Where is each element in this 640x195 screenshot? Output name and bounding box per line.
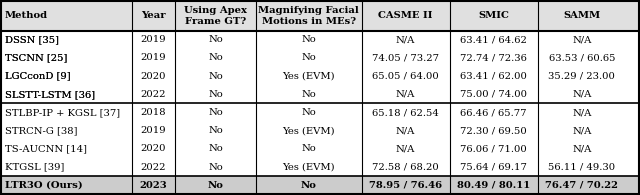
Text: TSCNN [25]: TSCNN [25] [4, 53, 67, 62]
Text: No: No [208, 163, 223, 172]
Text: STLBP-IP + KGSL [37]: STLBP-IP + KGSL [37] [4, 108, 120, 117]
Text: 63.41 / 64.62: 63.41 / 64.62 [460, 35, 527, 44]
Text: No: No [208, 53, 223, 62]
Text: No: No [208, 72, 223, 81]
Text: No: No [208, 144, 223, 153]
Text: N/A: N/A [396, 144, 415, 153]
Bar [1, 1, 639, 31]
Text: N/A: N/A [396, 90, 415, 99]
Text: Yes (EVM): Yes (EVM) [282, 163, 335, 172]
Text: 2023: 2023 [140, 181, 167, 190]
Text: 2022: 2022 [141, 90, 166, 99]
Text: 76.47 / 70.22: 76.47 / 70.22 [545, 181, 618, 190]
Text: No: No [208, 35, 223, 44]
Text: 2022: 2022 [141, 163, 166, 172]
Text: Year: Year [141, 11, 166, 20]
Text: TSCNN [25]: TSCNN [25] [4, 53, 67, 62]
Text: 72.58 / 68.20: 72.58 / 68.20 [372, 163, 439, 172]
Text: LTR3O (Ours): LTR3O (Ours) [4, 181, 83, 190]
Text: No: No [208, 108, 223, 117]
Text: TS-AUCNN [14]: TS-AUCNN [14] [4, 144, 86, 153]
Text: DSSN [35]: DSSN [35] [4, 35, 58, 44]
Text: Magnifying Facial
Motions in MEs?: Magnifying Facial Motions in MEs? [259, 6, 359, 26]
Text: 2019: 2019 [141, 53, 166, 62]
Text: 75.00 / 74.00: 75.00 / 74.00 [460, 90, 527, 99]
Text: 2019: 2019 [141, 35, 166, 44]
Text: 72.30 / 69.50: 72.30 / 69.50 [460, 126, 527, 135]
Text: 63.41 / 62.00: 63.41 / 62.00 [460, 72, 527, 81]
Text: 76.06 / 71.00: 76.06 / 71.00 [460, 144, 527, 153]
Text: 74.05 / 73.27: 74.05 / 73.27 [372, 53, 439, 62]
Text: No: No [301, 90, 316, 99]
Text: N/A: N/A [572, 108, 591, 117]
Text: DSSN [35]: DSSN [35] [4, 35, 58, 44]
Text: N/A: N/A [572, 144, 591, 153]
Text: N/A: N/A [572, 126, 591, 135]
Text: CASME II: CASME II [378, 11, 433, 20]
Text: Using Apex
Frame GT?: Using Apex Frame GT? [184, 6, 247, 26]
Text: N/A: N/A [396, 126, 415, 135]
Text: No: No [208, 90, 223, 99]
Text: 2020: 2020 [141, 72, 166, 81]
Text: Method: Method [4, 11, 47, 20]
Text: 66.46 / 65.77: 66.46 / 65.77 [460, 108, 527, 117]
Text: N/A: N/A [396, 35, 415, 44]
Text: LGCconD [9]: LGCconD [9] [4, 72, 70, 81]
Text: No: No [301, 108, 316, 117]
Text: 2019: 2019 [141, 126, 166, 135]
Text: KTGSL [39]: KTGSL [39] [4, 163, 64, 172]
Text: LGCconD [9]: LGCconD [9] [4, 72, 70, 81]
Text: 35.29 / 23.00: 35.29 / 23.00 [548, 72, 615, 81]
Text: No: No [301, 144, 316, 153]
Bar [1, 176, 639, 194]
Text: No: No [301, 35, 316, 44]
Text: 65.05 / 64.00: 65.05 / 64.00 [372, 72, 439, 81]
Text: STRCN-G [38]: STRCN-G [38] [4, 126, 77, 135]
Text: Yes (EVM): Yes (EVM) [282, 72, 335, 81]
Text: No: No [301, 181, 317, 190]
Text: 2018: 2018 [141, 108, 166, 117]
Text: 56.11 / 49.30: 56.11 / 49.30 [548, 163, 616, 172]
Text: SLSTT-LSTM [36]: SLSTT-LSTM [36] [4, 90, 95, 99]
Text: No: No [207, 181, 223, 190]
Text: 2020: 2020 [141, 144, 166, 153]
Text: N/A: N/A [572, 35, 591, 44]
Text: SAMM: SAMM [563, 11, 600, 20]
Text: Yes (EVM): Yes (EVM) [282, 126, 335, 135]
Text: No: No [208, 126, 223, 135]
Text: 65.18 / 62.54: 65.18 / 62.54 [372, 108, 439, 117]
Text: N/A: N/A [572, 90, 591, 99]
Text: 75.64 / 69.17: 75.64 / 69.17 [460, 163, 527, 172]
Text: SLSTT-LSTM [36]: SLSTT-LSTM [36] [4, 90, 95, 99]
Text: 72.74 / 72.36: 72.74 / 72.36 [460, 53, 527, 62]
Text: SMIC: SMIC [478, 11, 509, 20]
Text: No: No [301, 53, 316, 62]
Text: 78.95 / 76.46: 78.95 / 76.46 [369, 181, 442, 190]
Text: 63.53 / 60.65: 63.53 / 60.65 [548, 53, 615, 62]
Text: 80.49 / 80.11: 80.49 / 80.11 [457, 181, 531, 190]
